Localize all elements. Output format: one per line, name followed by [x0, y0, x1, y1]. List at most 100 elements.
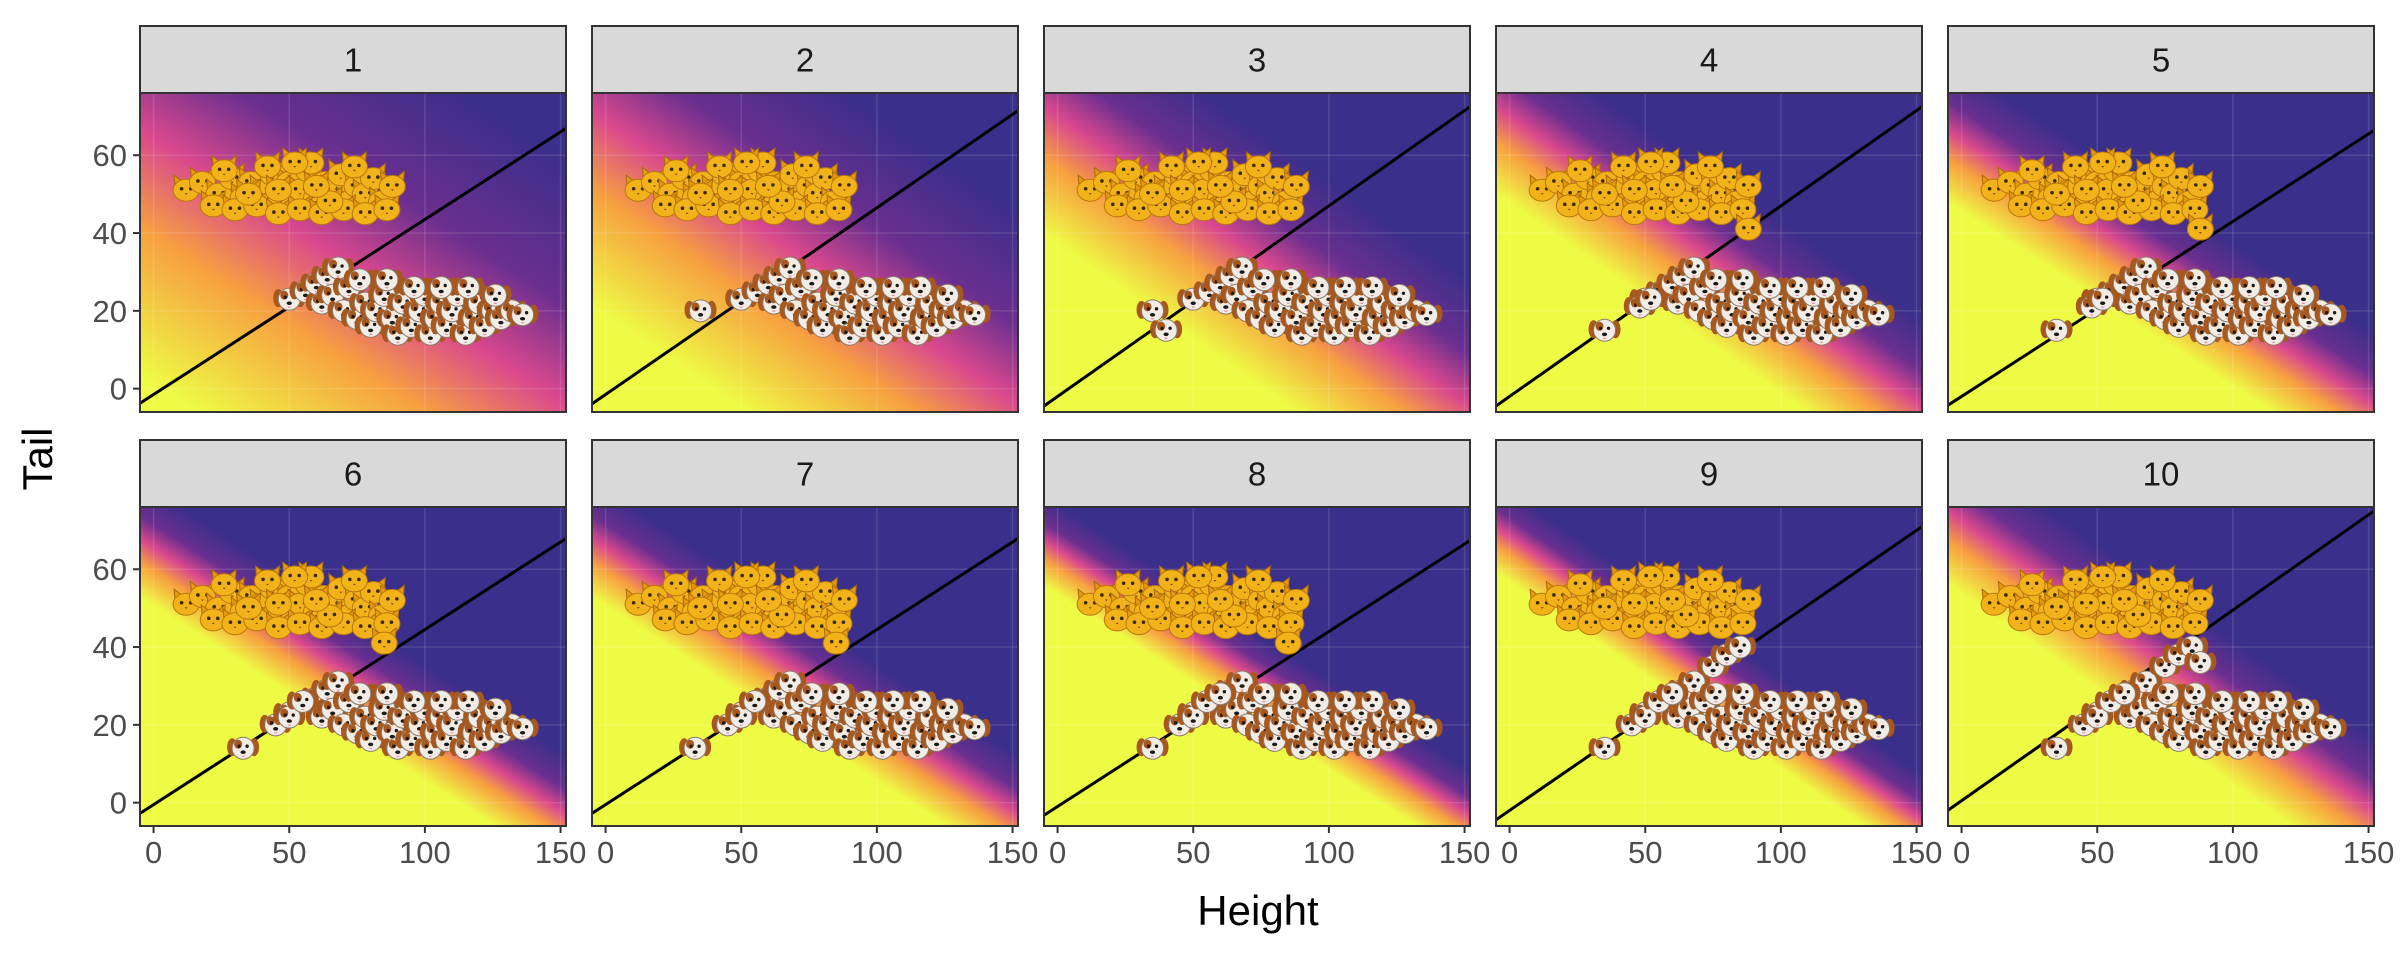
cat-face-icon: [2148, 150, 2176, 179]
x-tick-label: 50: [724, 835, 758, 870]
cat-face-icon: [2089, 146, 2117, 175]
cat-face-icon: [1707, 197, 1735, 226]
cat-face-icon: [264, 588, 292, 616]
cat-face-icon: [1158, 564, 1186, 593]
dog-face-icon: [452, 690, 485, 714]
y-tick-label: 20: [93, 708, 127, 743]
dog-face-icon: [2184, 651, 2217, 675]
facet-strip-label: 4: [1700, 42, 1718, 79]
cat-face-icon: [792, 150, 820, 179]
cat-face-icon: [822, 627, 850, 655]
dog-face-icon: [1302, 276, 1335, 300]
dog-face-icon: [1588, 318, 1621, 342]
dog-face-icon: [725, 705, 758, 729]
dog-face-icon: [1808, 690, 1841, 714]
facet-strip-label: 1: [344, 42, 362, 79]
dog-face-icon: [1699, 268, 1732, 292]
dog-face-icon: [679, 736, 712, 760]
x-tick-label: 100: [399, 835, 451, 870]
dog-face-icon: [506, 717, 539, 741]
dog-face-icon: [877, 276, 910, 300]
dog-face-icon: [1204, 682, 1237, 706]
cat-face-icon: [1185, 560, 1213, 589]
facet-strip-label: 7: [796, 456, 814, 493]
decision-region: [592, 507, 1018, 826]
cat-face-icon: [1591, 178, 1619, 206]
cat-face-icon: [1729, 193, 1757, 222]
y-axis-title: Tail: [14, 427, 61, 490]
dog-face-icon: [2086, 287, 2119, 311]
panel-border: [1043, 92, 1471, 413]
decision-region: [140, 507, 566, 826]
dog-face-icon: [2314, 303, 2347, 327]
facet-panel-1: 1 0 20 40 60: [93, 25, 567, 413]
cat-face-icon: [716, 174, 744, 202]
cat-face-icon: [1729, 607, 1757, 636]
dog-face-icon: [2108, 682, 2141, 706]
x-tick-label: 150: [987, 835, 1039, 870]
dog-face-icon: [2151, 682, 2184, 706]
cat-face-icon: [302, 584, 330, 612]
cat-face-icon: [1114, 568, 1142, 597]
dog-face-icon: [958, 717, 991, 741]
facet-strip-label: 8: [1248, 456, 1266, 493]
dog-face-icon: [2314, 717, 2347, 741]
dog-face-icon: [1862, 717, 1895, 741]
panel-border: [139, 92, 567, 413]
facet-strip-label: 6: [344, 456, 362, 493]
x-tick-label: 0: [1049, 835, 1066, 870]
cat-face-icon: [1282, 170, 1310, 198]
x-axis-title: Height: [1197, 887, 1319, 934]
cat-face-icon: [1114, 154, 1142, 183]
cat-face-icon: [1277, 193, 1305, 222]
cat-face-icon: [2181, 193, 2209, 222]
y-tick-label: 60: [93, 138, 127, 173]
cat-face-icon: [2181, 607, 2209, 636]
cat-face-icon: [1190, 607, 1218, 636]
cat-face-icon: [378, 170, 406, 198]
facet-strip: [1495, 439, 1923, 508]
dog-face-icon: [2178, 682, 2211, 706]
facet-panel-10: 100 50 100 150: [1947, 439, 2394, 870]
dog-face-icon: [1754, 690, 1787, 714]
dog-face-icon: [1808, 276, 1841, 300]
cat-face-icon: [340, 564, 368, 593]
dog-face-icon: [1862, 303, 1895, 327]
cat-face-icon: [2072, 197, 2100, 226]
x-tick-label: 50: [272, 835, 306, 870]
cat-face-icon: [1282, 584, 1310, 612]
cat-face-icon: [1206, 170, 1234, 198]
dog-face-icon: [370, 268, 403, 292]
dog-face-icon: [1656, 682, 1689, 706]
cat-face-icon: [1185, 146, 1213, 175]
panel-border: [591, 92, 1019, 413]
cat-face-icon: [281, 146, 309, 175]
cat-face-icon: [1637, 146, 1665, 175]
dog-face-icon: [2287, 697, 2320, 721]
cat-face-icon: [1103, 603, 1131, 632]
dog-face-icon: [1678, 256, 1711, 280]
cat-face-icon: [1566, 154, 1594, 183]
cat-face-icon: [316, 599, 344, 628]
cat-face-icon: [1620, 174, 1648, 202]
facet-strip: [1043, 25, 1471, 94]
cat-face-icon: [370, 627, 398, 655]
dog-face-icon: [1356, 690, 1389, 714]
facet-strip-label: 3: [1248, 42, 1266, 79]
panel-border: [1495, 92, 1923, 413]
decision-region: [592, 93, 1018, 412]
dog-face-icon: [931, 283, 964, 307]
facet-strip-label: 2: [796, 42, 814, 79]
decision-boundary-line: [1044, 105, 1470, 408]
x-tick-label: 150: [535, 835, 587, 870]
cat-face-icon: [662, 154, 690, 183]
cat-face-icon: [373, 607, 401, 636]
dog-face-icon: [958, 303, 991, 327]
dog-face-icon: [479, 697, 512, 721]
dog-face-icon: [1724, 635, 1757, 659]
cat-face-icon: [2110, 170, 2138, 198]
cat-face-icon: [825, 193, 853, 222]
cat-face-icon: [733, 560, 761, 589]
dog-face-icon: [1177, 705, 1210, 729]
